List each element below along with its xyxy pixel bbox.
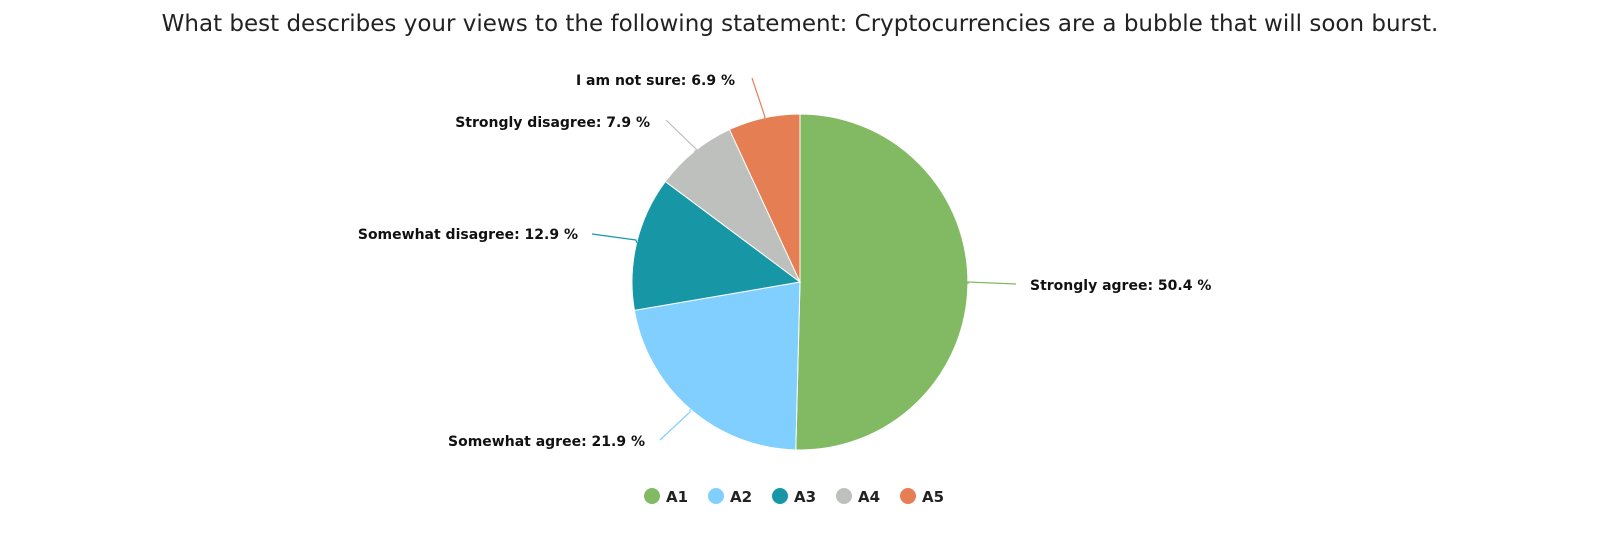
legend-label: A5 bbox=[922, 488, 944, 506]
data-label-strongly-agree: Strongly agree: 50.4 % bbox=[1030, 278, 1211, 294]
data-label-somewhat-disagree: Somewhat disagree: 12.9 % bbox=[358, 227, 578, 243]
legend-label: A2 bbox=[730, 488, 752, 506]
legend-item-a3[interactable]: A3 bbox=[772, 488, 816, 506]
data-label-strongly-disagree: Strongly disagree: 7.9 % bbox=[455, 115, 650, 131]
pie-slices bbox=[631, 113, 969, 451]
pie-slice-somewhat-agree[interactable] bbox=[633, 281, 801, 451]
legend-marker bbox=[708, 488, 724, 504]
connector-somewhat-disagree bbox=[591, 233, 638, 243]
legend-item-a1[interactable]: A1 bbox=[644, 488, 688, 506]
data-labels: Strongly agree: 50.4 % Somewhat agree: 21… bbox=[358, 73, 1212, 450]
legend-label: A3 bbox=[794, 488, 816, 506]
legend-item-a5[interactable]: A5 bbox=[900, 488, 944, 506]
pie-slice-somewhat-disagree[interactable] bbox=[631, 180, 802, 311]
legend: A1 A2 A3 A4 A5 bbox=[644, 488, 944, 506]
data-label-i-am-not-sure: I am not sure: 6.9 % bbox=[576, 73, 735, 89]
chart-title: What best describes your views to the fo… bbox=[162, 11, 1439, 37]
legend-marker bbox=[836, 488, 852, 504]
data-label-somewhat-agree: Somewhat agree: 21.9 % bbox=[448, 434, 645, 450]
connector-strongly-disagree bbox=[665, 119, 699, 153]
legend-item-a2[interactable]: A2 bbox=[708, 488, 752, 506]
label-connectors bbox=[591, 77, 1017, 441]
legend-marker bbox=[644, 488, 660, 504]
legend-item-a4[interactable]: A4 bbox=[836, 488, 880, 506]
pie-slice-i-am-not-sure[interactable] bbox=[728, 113, 801, 283]
connector-i-am-not-sure bbox=[751, 77, 766, 119]
connector-somewhat-agree bbox=[659, 409, 691, 441]
connector-strongly-agree bbox=[967, 281, 1017, 285]
legend-marker bbox=[900, 488, 916, 504]
legend-marker bbox=[772, 488, 788, 504]
legend-label: A1 bbox=[666, 488, 688, 506]
pie-slice-strongly-agree[interactable] bbox=[795, 113, 969, 451]
legend-label: A4 bbox=[858, 488, 880, 506]
